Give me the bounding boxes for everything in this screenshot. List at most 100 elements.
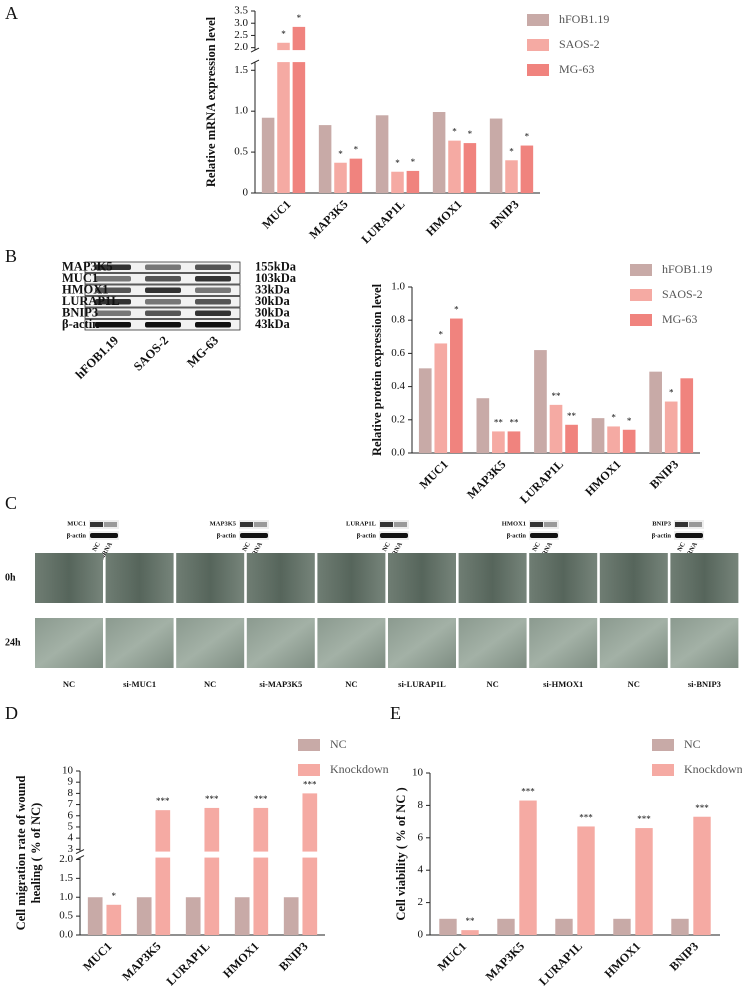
legend-label: Knockdown [684,762,742,776]
blot-band [95,299,131,305]
bar [463,143,477,193]
condition-label: NC [345,679,357,689]
mini-lane-label: NC [676,541,687,553]
significance-label: *** [637,814,651,824]
y-tick-label: 8 [68,787,74,799]
mini-band [675,522,688,527]
bar [155,857,171,935]
y-tick-label: 2.0 [234,41,248,53]
condition-label: si-MUC1 [123,679,156,689]
blot-band [195,264,231,270]
panel-letter: B [5,246,17,266]
bar [253,857,269,935]
condition-label: si-MAP3K5 [259,679,302,689]
panel-letter: E [390,703,401,723]
legend-label: hFOB1.19 [559,12,609,26]
significance-label: * [411,157,416,167]
bar [318,125,332,193]
y-tick-label: 10 [412,767,424,779]
blot-band [145,264,181,270]
y-tick-label: 3 [68,843,74,855]
mini-lane-label: NC [381,541,392,553]
significance-label: * [627,416,632,426]
axis-break [250,47,260,53]
mini-blot-label: β-actin [652,532,672,539]
bar [577,826,595,935]
mini-blot-label: MAP3K5 [210,520,237,527]
significance-label: *** [695,803,709,813]
blot-band [195,276,231,282]
legend-swatch [630,289,652,301]
legend-swatch [298,764,320,776]
bar [622,429,636,453]
y-tick-label: 0.8 [391,314,405,326]
legend-swatch [652,764,674,776]
bar [613,918,631,935]
wound-image [670,618,739,668]
mini-blot-label: BNIP3 [652,520,672,527]
significance-label: * [454,305,459,315]
x-tick-label: MUC1 [80,939,114,973]
legend-swatch [298,739,320,751]
mini-blot-label: LURAP1L [346,520,377,527]
axis-break [250,59,260,65]
mini-blot-label: β-actin [217,532,237,539]
x-tick-label: LURAP1L [164,939,213,988]
mini-band [394,522,407,527]
y-tick-label: 5 [68,820,74,832]
y-tick-label: 0.4 [391,380,405,392]
time-label: 24h [5,637,21,648]
y-tick-label: 0.0 [59,929,73,941]
y-axis-label: Cell viability ( % of NC ) [394,787,408,920]
wound-image [388,553,456,603]
blot-lane-label: MG-63 [184,333,221,370]
mini-band [544,522,557,527]
wound-image [176,618,245,668]
blot-band [145,287,181,293]
significance-label: * [297,13,302,23]
blot-band [145,276,181,282]
legend-label: NC [684,737,701,751]
significance-label: * [395,158,400,168]
x-tick-label: MAP3K5 [306,197,350,241]
x-tick-label: HMOX1 [220,939,261,980]
significance-label: * [338,149,343,159]
bar [565,424,578,453]
bar [693,816,711,935]
legend-label: SAOS-2 [559,37,600,51]
y-tick-label: 4 [68,832,74,844]
y-tick-label: 6 [68,809,74,821]
wound-image [35,618,103,668]
blot-band [145,322,181,328]
significance-label: * [281,29,286,39]
x-tick-label: MUC1 [259,197,293,231]
wound-image [105,618,174,668]
y-tick-label: 10 [62,765,74,777]
y-tick-label: 3.5 [234,5,248,17]
significance-label: * [354,145,359,155]
blot-protein-label: HMOX1 [62,283,109,297]
blot-band [145,299,181,305]
x-tick-label: MUC1 [435,939,469,973]
wound-image [529,618,598,668]
y-axis-label: Cell migration rate of wound [14,776,28,931]
x-tick-label: MUC1 [416,457,450,491]
condition-label: NC [628,679,640,689]
mini-blot-label: HMOX1 [502,520,526,527]
bar [204,857,220,935]
bar [434,343,448,453]
wound-image [246,553,315,603]
x-tick-label: LURAP1L [517,457,566,506]
bar [680,378,694,453]
significance-label: ** [552,391,562,401]
mini-blot-label: β-actin [67,532,87,539]
y-tick-label: 0.5 [234,146,248,158]
blot-band [195,310,231,316]
y-tick-label: 0.0 [391,447,405,459]
bar [432,112,446,193]
blot-band [95,264,131,270]
y-tick-label: 8 [418,799,424,811]
mini-lane-label: NC [91,541,102,553]
bar [505,160,518,193]
